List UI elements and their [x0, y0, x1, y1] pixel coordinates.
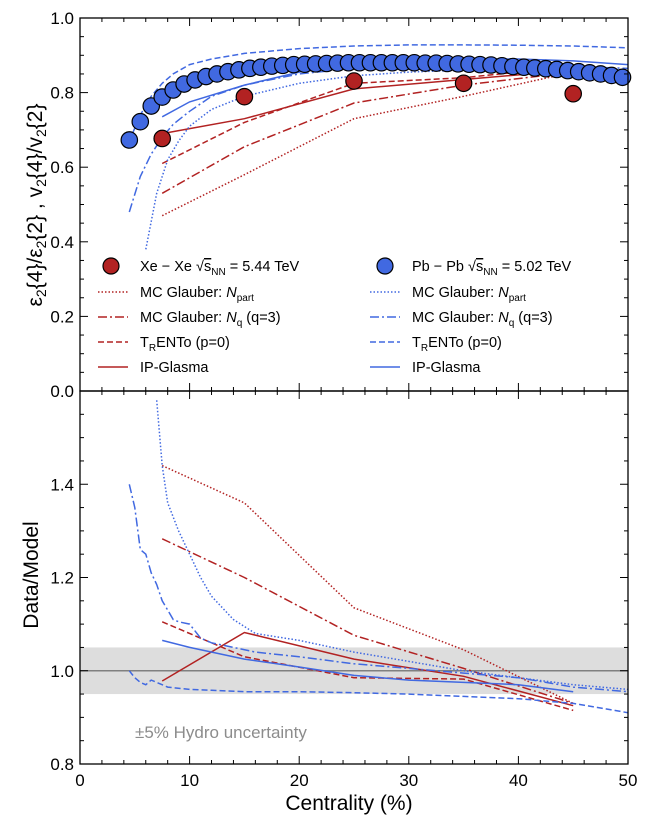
xe-data-point	[454, 74, 473, 93]
legend-pb-ipglasma-label: IP-Glasma	[412, 360, 481, 376]
legend-xe-ipglasma-label: IP-Glasma	[140, 360, 209, 376]
x-tick-label: 30	[399, 771, 418, 790]
ratio-curve-pb_ipglasma	[162, 639, 574, 693]
ratio-curve-xe_trento	[161, 621, 574, 712]
legend-pb-glauber-npart-label: MC Glauber: Npart	[412, 285, 526, 304]
top-curve-pb_glauber_nq	[128, 65, 628, 213]
top-curve-xe_trento	[161, 65, 574, 165]
ratio-curve-pb_glauber_nq	[128, 484, 628, 693]
x-tick-label: 10	[180, 771, 199, 790]
bottom-y-tick-label: 0.8	[50, 755, 74, 774]
ratio-curve-pb_trento	[128, 670, 628, 714]
legend-xe-glauber-npart-label: MC Glauber: Npart	[140, 285, 254, 304]
legend: Xe − Xe √sNN = 5.44 TeV MC Glauber: Npar…	[98, 257, 572, 376]
top-y-tick-label: 0.2	[50, 307, 74, 326]
axis-tick-labels: 0 10 20 30 40 50 0.0 0.2 0.4 0.6 0.8 1.0 0.8 1.0 1.2 1.…	[50, 9, 637, 790]
xe-data-point	[564, 84, 582, 103]
x-tick-label: 40	[509, 771, 528, 790]
top-curve-pb_trento	[128, 44, 628, 142]
band-label: ±5% Hydro uncertainty	[135, 723, 307, 742]
ratio-curve-xe_ipglasma	[161, 631, 574, 707]
legend-pb-marker	[376, 257, 394, 275]
top-data-points	[120, 53, 632, 149]
pb-data-point	[131, 112, 150, 131]
xe-data-point	[235, 87, 254, 106]
x-tick-label: 50	[619, 771, 638, 790]
top-y-tick-label: 0.8	[50, 84, 74, 103]
legend-xe-glauber-nq-label: MC Glauber: Nq (q=3)	[140, 310, 281, 329]
axis-ticks	[79, 17, 629, 765]
top-y-tick-label: 1.0	[50, 9, 74, 28]
bottom-y-tick-label: 1.4	[50, 475, 74, 494]
top-curve-xe_glauber_nq	[161, 71, 574, 194]
bottom-y-tick-label: 1.2	[50, 569, 74, 588]
legend-pb-trento-label: TRENTo (p=0)	[412, 335, 502, 354]
top-y-tick-label: 0.6	[50, 158, 74, 177]
x-axis-label: Centrality (%)	[285, 792, 412, 815]
ratio-curve-xe_glauber_npart	[161, 464, 574, 705]
bottom-y-tick-label: 1.0	[50, 662, 74, 681]
pb-data-point	[120, 131, 139, 149]
legend-pb-label: Pb − Pb √sNN = 5.02 TeV	[412, 259, 572, 278]
x-tick-label: 0	[75, 771, 84, 790]
bottom-ratio-curves	[128, 400, 628, 714]
top-curve-pb_glauber_npart	[145, 67, 628, 250]
x-tick-label: 20	[290, 771, 309, 790]
top-y-tick-label: 0.4	[50, 233, 74, 252]
legend-xe-trento-label: TRENTo (p=0)	[140, 335, 230, 354]
xe-data-point	[345, 72, 363, 90]
legend-pb-glauber-nq-label: MC Glauber: Nq (q=3)	[412, 310, 553, 329]
pb-data-point	[613, 68, 632, 87]
bottom-panel-frame	[79, 390, 629, 765]
legend-xe-label: Xe − Xe √sNN = 5.44 TeV	[140, 259, 300, 278]
top-curve-xe_glauber_npart	[161, 71, 574, 217]
top-y-axis-label: ε2{4}/ε2{2} , v2{4}/v2{2}	[24, 104, 49, 307]
xe-data-point	[153, 129, 171, 148]
legend-xe-marker	[102, 257, 120, 275]
top-curve-xe_ipglasma	[162, 69, 574, 135]
top-y-tick-label: 0.0	[50, 382, 74, 401]
bottom-y-axis-label: Data/Model	[20, 521, 43, 628]
